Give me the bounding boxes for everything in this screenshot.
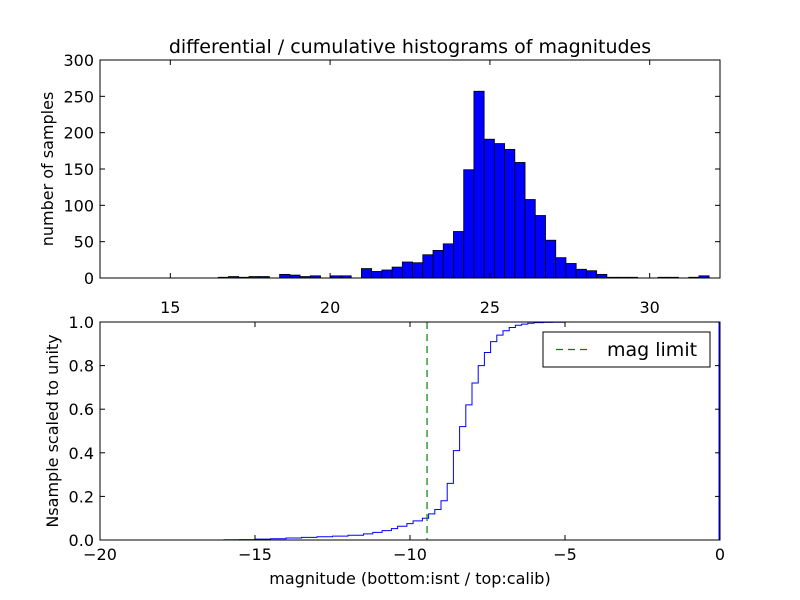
y-tick-label: 0.6 <box>69 400 94 419</box>
histogram-bar <box>555 257 567 279</box>
histogram-plot: 0 50 100 150 200 250 300 15 20 25 30 <box>63 51 720 317</box>
histogram-bar <box>391 266 403 279</box>
histogram-bar <box>361 268 373 279</box>
y-tick-label: 0.4 <box>69 444 94 463</box>
y-tick-label: 200 <box>63 124 94 143</box>
y-tick-label: 0.8 <box>69 357 94 376</box>
histogram-bar <box>412 262 424 279</box>
y-tick-label: 0.0 <box>69 531 94 550</box>
y-tick-label: 0 <box>84 269 94 288</box>
x-axis-label: magnitude (bottom:isnt / top:calib) <box>269 569 550 588</box>
legend-label-mag-limit: mag limit <box>607 339 697 361</box>
cumulative-plot: 0.0 0.2 0.4 0.6 0.8 1.0 −20 −15 −10 −5 0 <box>69 313 726 564</box>
histogram-bar <box>504 148 516 279</box>
histogram-bar <box>586 270 598 279</box>
chart-title: differential / cumulative histograms of … <box>169 36 651 58</box>
legend: mag limit <box>542 331 711 368</box>
x-tick-label: −10 <box>393 545 427 564</box>
y-tick-label: 250 <box>63 87 94 106</box>
histogram-bar <box>453 231 465 279</box>
histogram-bar <box>371 271 383 279</box>
y-tick-label: 50 <box>74 233 94 252</box>
x-tick-label: −20 <box>83 545 117 564</box>
cumulative-step-line <box>100 321 720 541</box>
histogram-bar <box>514 162 526 279</box>
histogram-bar <box>565 263 577 279</box>
y-tick-label: 300 <box>63 51 94 70</box>
x-tick-label: 15 <box>160 298 180 317</box>
x-tick-label: 30 <box>640 298 660 317</box>
bottom-y-axis-label: Nsample scaled to unity <box>43 334 62 527</box>
histogram-bar <box>432 249 444 279</box>
x-tick-label: 20 <box>320 298 340 317</box>
y-tick-label: 0.2 <box>69 487 94 506</box>
histogram-bar <box>442 243 454 279</box>
histogram-bar <box>575 268 587 279</box>
histogram-bar <box>596 273 608 279</box>
x-tick-label: 25 <box>480 298 500 317</box>
y-tick-label: 150 <box>63 160 94 179</box>
histogram-bar <box>463 169 475 279</box>
top-axes-frame <box>99 59 721 279</box>
histogram-bar <box>483 138 495 279</box>
y-tick-label: 100 <box>63 196 94 215</box>
x-tick-label: −15 <box>238 545 272 564</box>
histogram-bar <box>381 269 393 279</box>
histogram-bar <box>422 254 434 279</box>
histogram-bar <box>493 143 505 279</box>
histogram-bar <box>279 273 291 279</box>
x-tick-label: −5 <box>553 545 577 564</box>
histogram-bar <box>473 90 485 279</box>
bottom-axes-frame <box>99 321 721 541</box>
x-tick-label: 0 <box>715 545 725 564</box>
y-tick-label: 1.0 <box>69 313 94 332</box>
histogram-bar <box>534 215 546 279</box>
histogram-bar <box>401 261 413 279</box>
histogram-bar <box>524 199 536 279</box>
histogram-bar <box>545 239 557 279</box>
top-y-axis-label: number of samples <box>38 92 57 247</box>
